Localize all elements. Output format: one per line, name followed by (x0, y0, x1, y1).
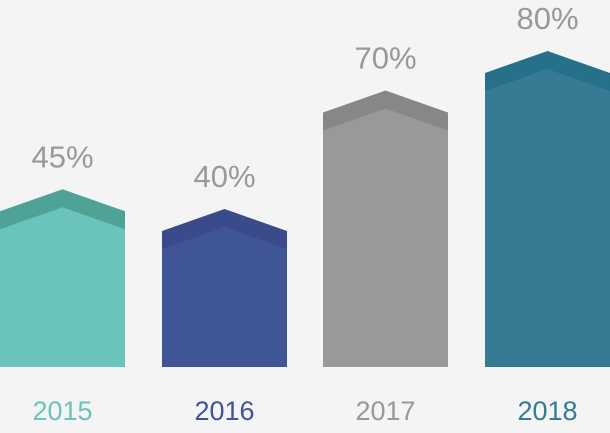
bar (162, 227, 287, 367)
value-label: 70% (354, 41, 416, 76)
category-label: 2017 (355, 396, 415, 426)
value-label: 45% (31, 139, 93, 174)
bar (323, 108, 448, 367)
category-label: 2015 (32, 396, 92, 426)
bar (485, 69, 610, 367)
category-label: 2016 (194, 396, 254, 426)
category-label: 2018 (517, 396, 577, 426)
value-label: 40% (193, 159, 255, 194)
value-label: 80% (516, 1, 578, 36)
bar (0, 207, 125, 367)
